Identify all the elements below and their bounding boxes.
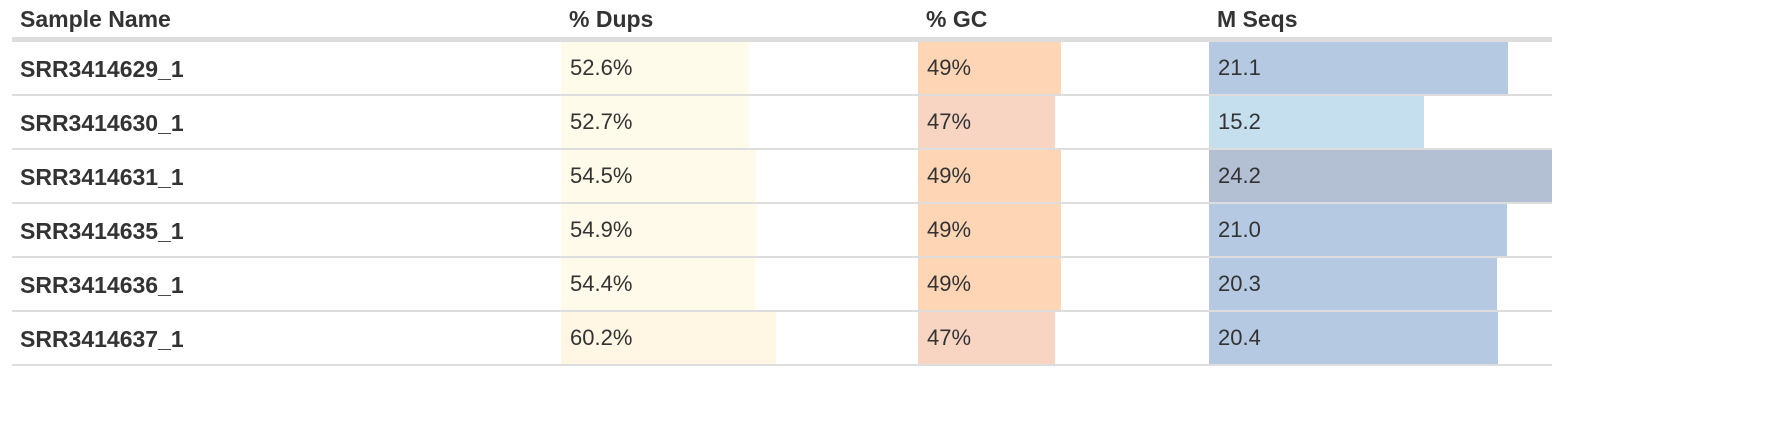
- dups-value: 54.5%: [570, 163, 633, 188]
- header-sample-name[interactable]: Sample Name: [20, 6, 171, 32]
- gc-bar: [918, 42, 1061, 94]
- mseqs-value: 15.2: [1218, 109, 1261, 134]
- mseqs-value: 20.3: [1218, 271, 1261, 296]
- mseqs-cell: 15.2: [1209, 96, 1552, 148]
- gc-value: 49%: [927, 163, 972, 188]
- mseqs-value: 21.0: [1218, 217, 1261, 242]
- gc-bar: [918, 312, 1055, 364]
- sample-name-cell: SRR3414630_1: [12, 96, 561, 148]
- table-row: SRR3414635_1 54.9% 49% 21.0: [12, 204, 1552, 258]
- header-mseqs[interactable]: M Seqs: [1217, 6, 1298, 32]
- sample-name-cell: SRR3414636_1: [12, 258, 561, 310]
- table-header: Sample Name % Dups % GC M Seqs: [12, 0, 1552, 42]
- table-body: SRR3414629_1 52.6% 49% 21.1 SRR3414630_1 52.7…: [12, 42, 1552, 366]
- dups-value: 52.6%: [570, 55, 633, 80]
- general-stats-table: Sample Name % Dups % GC M Seqs SRR341462…: [12, 0, 1552, 366]
- gc-cell: 49%: [918, 150, 1209, 202]
- mseqs-value: 21.1: [1218, 55, 1261, 80]
- mseqs-value: 24.2: [1218, 163, 1261, 188]
- gc-value: 49%: [927, 217, 972, 242]
- dups-bar: [561, 312, 776, 364]
- dups-bar: [561, 258, 756, 310]
- sample-name: SRR3414631_1: [20, 164, 184, 190]
- mseqs-cell: 21.0: [1209, 204, 1552, 256]
- gc-value: 47%: [927, 325, 972, 350]
- mseqs-bar: [1209, 96, 1425, 148]
- sample-name-cell: SRR3414635_1: [12, 204, 561, 256]
- dups-bar: [561, 96, 750, 148]
- mseqs-cell: 20.4: [1209, 312, 1552, 364]
- mseqs-bar: [1209, 312, 1499, 364]
- sample-name: SRR3414637_1: [20, 326, 184, 352]
- dups-cell: 54.9%: [561, 204, 918, 256]
- sample-name: SRR3414630_1: [20, 110, 184, 136]
- mseqs-cell: 20.3: [1209, 258, 1552, 310]
- sample-name: SRR3414629_1: [20, 56, 184, 82]
- sample-name-cell: SRR3414637_1: [12, 312, 561, 364]
- mseqs-cell: 21.1: [1209, 42, 1552, 94]
- sample-name-cell: SRR3414631_1: [12, 150, 561, 202]
- mseqs-value: 20.4: [1218, 325, 1261, 350]
- dups-cell: 52.7%: [561, 96, 918, 148]
- sample-name-cell: SRR3414629_1: [12, 42, 561, 94]
- mseqs-bar: [1209, 204, 1507, 256]
- mseqs-cell: 24.2: [1209, 150, 1552, 202]
- dups-value: 54.9%: [570, 217, 633, 242]
- dups-bar: [561, 150, 756, 202]
- table-row: SRR3414631_1 54.5% 49% 24.2: [12, 150, 1552, 204]
- gc-cell: 49%: [918, 42, 1209, 94]
- table-row: SRR3414629_1 52.6% 49% 21.1: [12, 42, 1552, 96]
- gc-cell: 49%: [918, 204, 1209, 256]
- gc-bar: [918, 204, 1061, 256]
- dups-cell: 52.6%: [561, 42, 918, 94]
- dups-cell: 54.4%: [561, 258, 918, 310]
- gc-value: 49%: [927, 55, 972, 80]
- dups-value: 60.2%: [570, 325, 633, 350]
- table-row: SRR3414630_1 52.7% 47% 15.2: [12, 96, 1552, 150]
- gc-value: 49%: [927, 271, 972, 296]
- dups-value: 54.4%: [570, 271, 633, 296]
- mseqs-bar: [1209, 150, 1552, 202]
- dups-cell: 54.5%: [561, 150, 918, 202]
- header-gc[interactable]: % GC: [926, 6, 988, 32]
- mseqs-bar: [1209, 258, 1497, 310]
- dups-bar: [561, 204, 757, 256]
- gc-cell: 47%: [918, 312, 1209, 364]
- gc-value: 47%: [927, 109, 972, 134]
- gc-bar: [918, 258, 1061, 310]
- table-row: SRR3414637_1 60.2% 47% 20.4: [12, 312, 1552, 366]
- mseqs-bar: [1209, 42, 1509, 94]
- dups-value: 52.7%: [570, 109, 633, 134]
- gc-cell: 49%: [918, 258, 1209, 310]
- dups-cell: 60.2%: [561, 312, 918, 364]
- dups-bar: [561, 42, 749, 94]
- sample-name: SRR3414636_1: [20, 272, 184, 298]
- table-row: SRR3414636_1 54.4% 49% 20.3: [12, 258, 1552, 312]
- gc-bar: [918, 150, 1061, 202]
- gc-cell: 47%: [918, 96, 1209, 148]
- gc-bar: [918, 96, 1055, 148]
- sample-name: SRR3414635_1: [20, 218, 184, 244]
- header-dups[interactable]: % Dups: [569, 6, 654, 32]
